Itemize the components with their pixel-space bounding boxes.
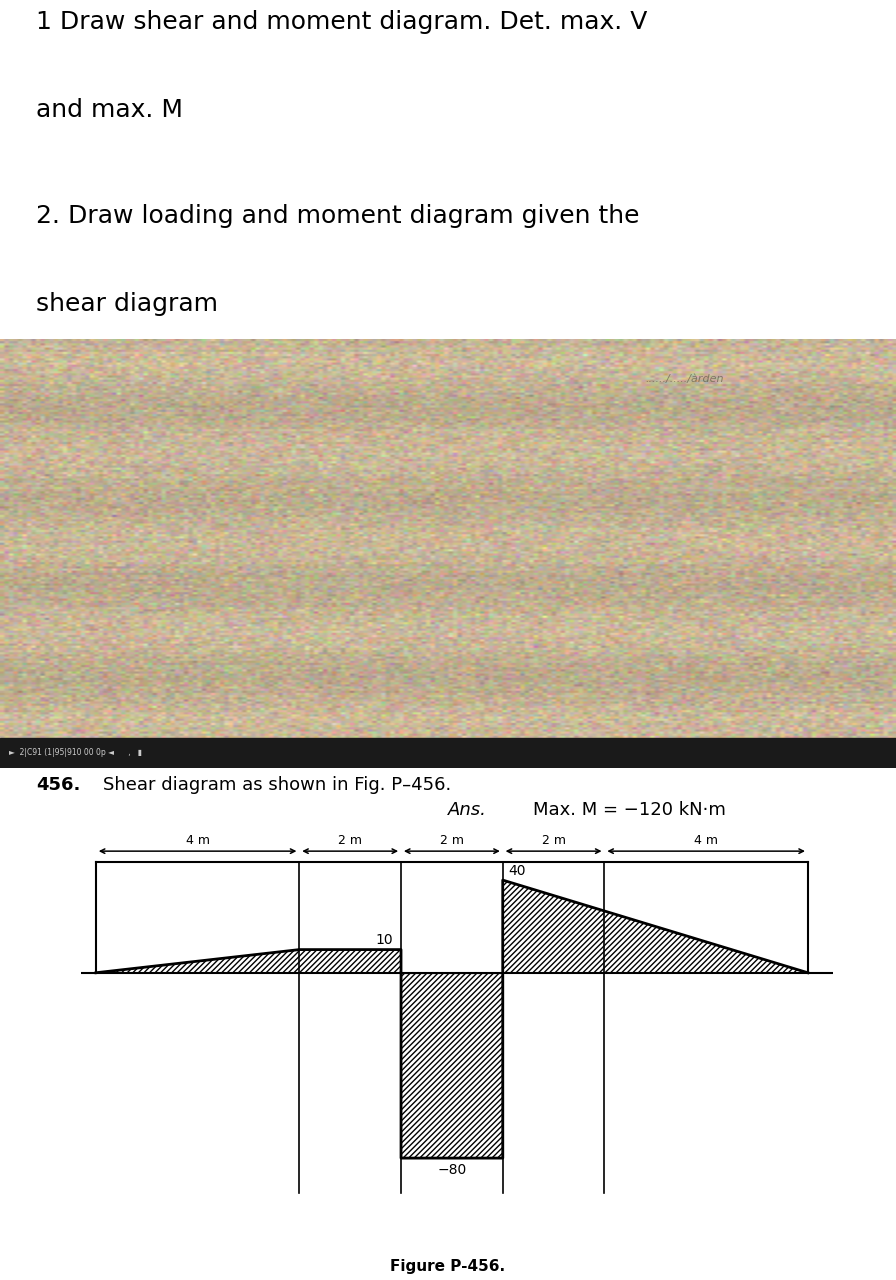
Polygon shape: [503, 881, 808, 973]
Polygon shape: [96, 950, 401, 973]
Text: 2 m: 2 m: [338, 835, 362, 847]
Bar: [0, 739, 896, 768]
Text: and max. M: and max. M: [36, 99, 183, 123]
Text: 2 m: 2 m: [440, 835, 464, 847]
Text: 4 m: 4 m: [694, 835, 719, 847]
Text: Ans.: Ans.: [448, 801, 487, 819]
Text: ....../...../àrden: ....../...../àrden: [645, 374, 724, 384]
Text: Figure P-456.: Figure P-456.: [391, 1258, 505, 1274]
Text: 1 Draw shear and moment diagram. Det. max. V: 1 Draw shear and moment diagram. Det. ma…: [36, 10, 647, 35]
Text: shear diagram: shear diagram: [36, 292, 218, 316]
Text: ►  2|C91 (1|95|910 00 0p ◄      ,   ▮: ► 2|C91 (1|95|910 00 0p ◄ , ▮: [9, 749, 142, 758]
Text: 2. Draw loading and moment diagram given the: 2. Draw loading and moment diagram given…: [36, 205, 640, 228]
Text: 10: 10: [375, 933, 393, 947]
Polygon shape: [401, 973, 503, 1158]
Text: −80: −80: [437, 1162, 467, 1176]
Text: 40: 40: [508, 864, 525, 878]
Text: 2 m: 2 m: [541, 835, 565, 847]
Text: Shear diagram as shown in Fig. P–456.: Shear diagram as shown in Fig. P–456.: [103, 776, 452, 794]
Text: 456.: 456.: [36, 776, 81, 794]
Text: Max. M = −120 kN·m: Max. M = −120 kN·m: [533, 801, 726, 819]
Text: 4 m: 4 m: [185, 835, 210, 847]
